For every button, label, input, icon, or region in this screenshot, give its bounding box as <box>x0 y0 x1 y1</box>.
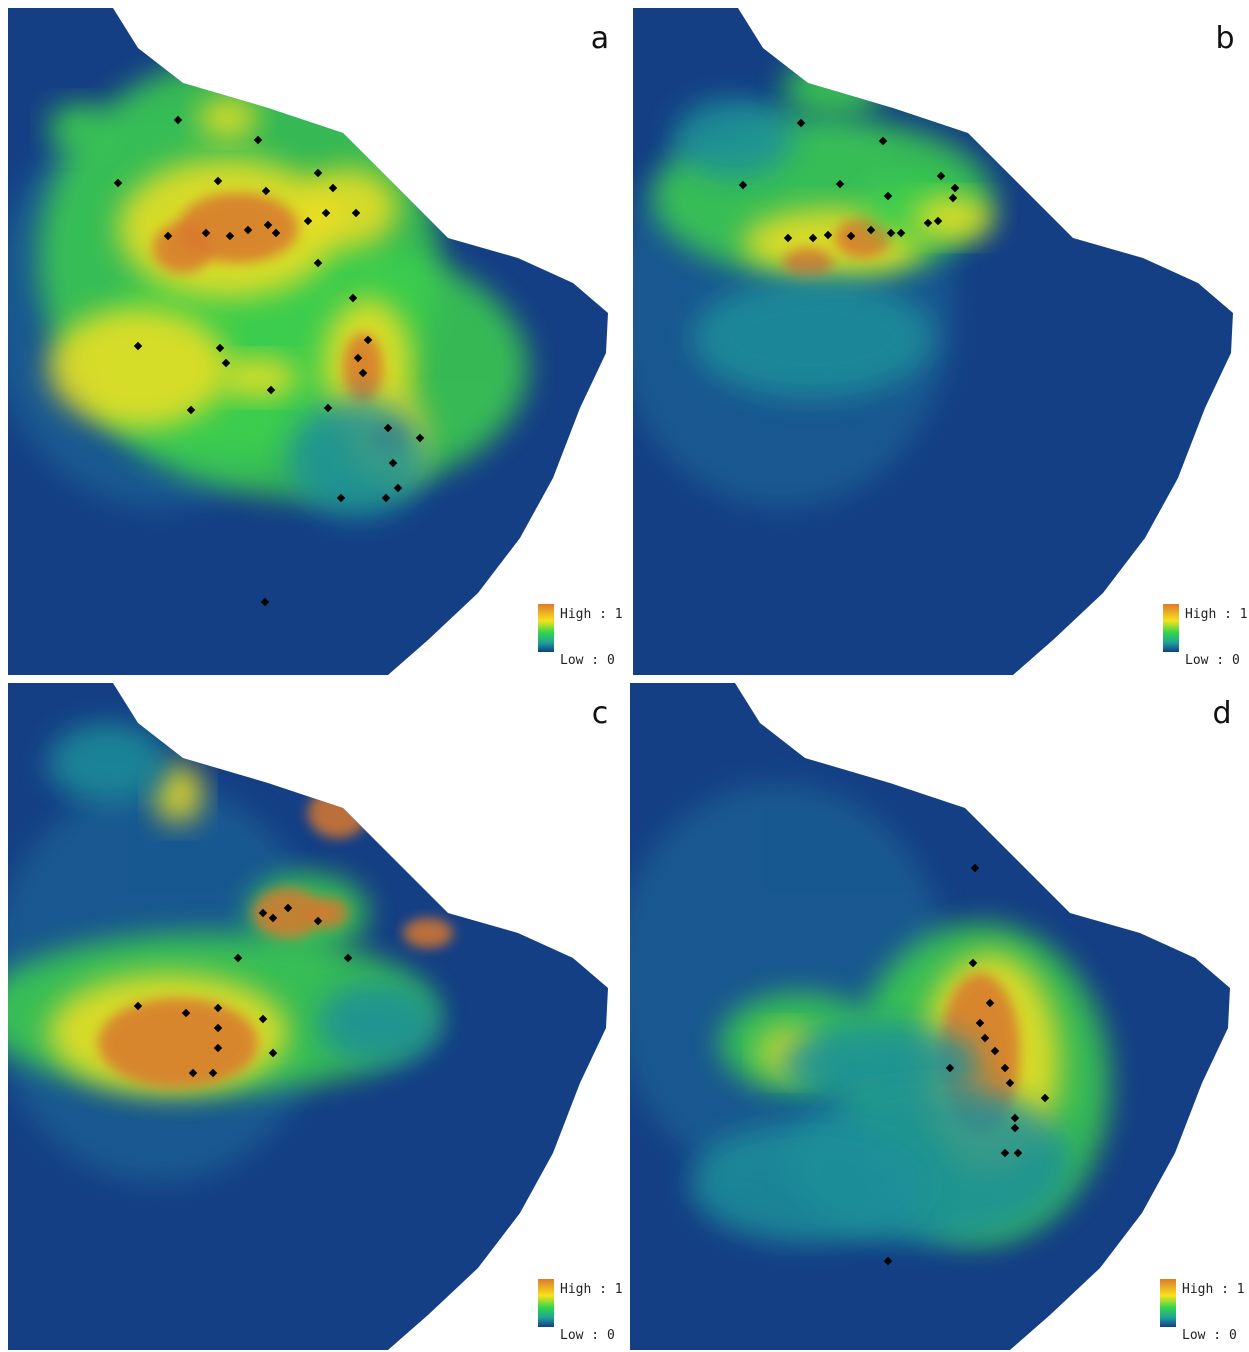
suitability-area <box>913 196 993 240</box>
suitability-area <box>198 98 258 138</box>
suitability-area <box>693 278 933 398</box>
occurrence-point <box>829 79 837 87</box>
map-panel: a High : 1 Low : 0 <box>0 8 623 675</box>
panel-label: c <box>592 696 609 731</box>
suitability-area <box>153 223 213 273</box>
suitability-area <box>308 788 368 838</box>
land <box>0 8 618 675</box>
land <box>0 683 618 1350</box>
suitability-area <box>298 168 398 248</box>
legend-low: Low : 0 <box>560 653 615 668</box>
legend-ramp <box>538 1279 554 1327</box>
suitability-area <box>218 358 298 398</box>
legend-ramp <box>538 604 554 652</box>
legend-high: High : 1 <box>1185 607 1248 622</box>
legend-low: Low : 0 <box>560 1328 615 1343</box>
suitability-area <box>690 1123 930 1243</box>
panel-label: b <box>1215 21 1234 56</box>
suitability-area <box>673 98 793 178</box>
map-panel: b High : 1 Low : 0 <box>613 8 1248 675</box>
legend-ramp <box>1160 1279 1176 1327</box>
legend-low: Low : 0 <box>1182 1328 1237 1343</box>
suitability-area <box>783 248 833 278</box>
suitability-area <box>48 103 108 153</box>
legend-low: Low : 0 <box>1185 653 1240 668</box>
suitability-area <box>48 723 168 803</box>
suitability-area <box>98 998 258 1088</box>
land <box>613 8 1243 675</box>
suitability-area <box>48 308 228 428</box>
panel-label: a <box>591 21 609 56</box>
suitability-area <box>343 333 383 403</box>
legend-ramp <box>1163 604 1179 652</box>
occurrence-point <box>204 74 212 82</box>
legend-high: High : 1 <box>1182 1282 1245 1297</box>
legend-high: High : 1 <box>560 607 623 622</box>
panel-label: d <box>1212 696 1231 731</box>
suitability-area <box>318 983 438 1063</box>
figure: a High : 1 Low : 0 b High : 1 Low : 0 c High : … <box>0 0 1249 1352</box>
suitability-area <box>783 58 883 118</box>
map-panel: d High : 1 Low : 0 <box>610 683 1245 1350</box>
land <box>610 683 1240 1350</box>
legend-high: High : 1 <box>560 1282 623 1297</box>
suitability-area <box>403 918 453 948</box>
suitability-area <box>308 898 348 928</box>
map-panel: c High : 1 Low : 0 <box>0 683 623 1350</box>
suitability-area <box>288 398 428 518</box>
